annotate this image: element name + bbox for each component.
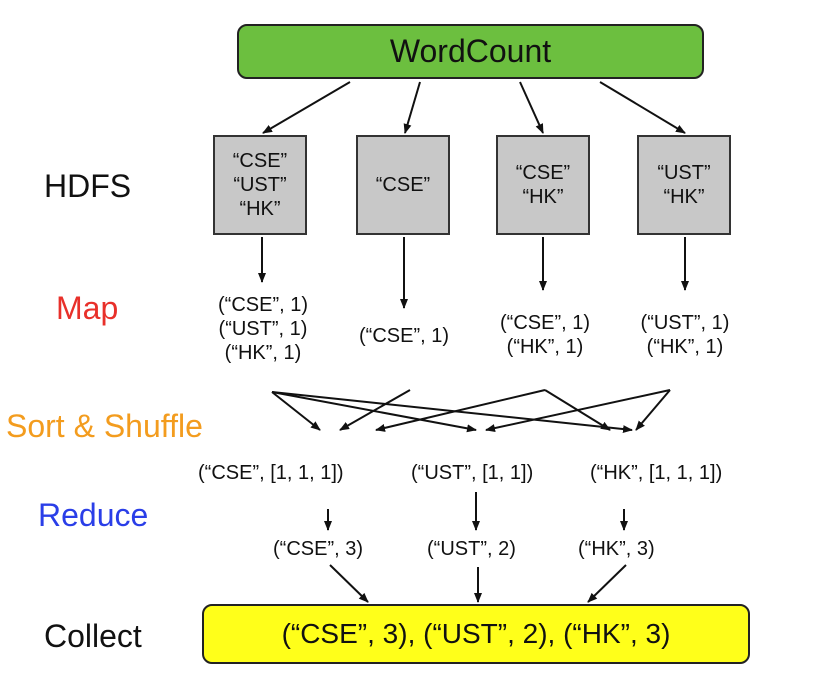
hdfs-block-1: “CSE” “UST” “HK”: [213, 135, 307, 235]
map-pair: (“HK”, 1): [646, 336, 724, 358]
hdfs-block-4: “UST” “HK”: [637, 135, 731, 235]
map-pair: (“CSE”, 1): [359, 325, 449, 347]
reduce-output-hk: (“HK”, 3): [578, 538, 655, 560]
reduce-output-cse: (“CSE”, 3): [273, 538, 363, 560]
wordcount-box: WordCount: [237, 24, 704, 79]
map-output-1: (“CSE”, 1) (“UST”, 1) (“HK”, 1): [204, 293, 322, 365]
collect-box: (“CSE”, 3), (“UST”, 2), (“HK”, 3): [202, 604, 750, 664]
hdfs-block-3: “CSE” “HK”: [496, 135, 590, 235]
arrow-wordcount-to-block-2: [403, 81, 421, 134]
arrow-reduce-to-collect-1: [329, 564, 369, 603]
map-output-3: (“CSE”, 1) (“HK”, 1): [486, 311, 604, 359]
stage-label-map: Map: [56, 290, 119, 326]
map-pair: (“UST”, 1): [218, 318, 308, 340]
hdfs-block-text: “HK”: [522, 186, 564, 208]
hdfs-block-2: “CSE”: [356, 135, 450, 235]
hdfs-block-text: “CSE”: [375, 174, 431, 196]
reduce-output-ust: (“UST”, 2): [427, 538, 516, 560]
stage-label-hdfs: HDFS: [44, 168, 132, 204]
hdfs-block-text: “UST”: [233, 174, 287, 196]
hdfs-block-text: “HK”: [663, 186, 705, 208]
map-pair: (“UST”, 1): [640, 312, 730, 334]
shuffle-output-hk: (“HK”, [1, 1, 1]): [590, 462, 723, 484]
shuffle-line: [339, 389, 411, 431]
hdfs-block-text: “CSE”: [232, 150, 288, 172]
hdfs-block-text: “HK”: [239, 198, 281, 220]
collect-result: (“CSE”, 3), (“UST”, 2), (“HK”, 3): [281, 618, 671, 649]
hdfs-block-text: “UST”: [657, 162, 711, 184]
shuffle-output-cse: (“CSE”, [1, 1, 1]): [198, 462, 344, 484]
shuffle-line: [375, 389, 546, 432]
shuffle-line: [635, 389, 671, 431]
shuffle-line: [485, 389, 671, 432]
stage-label-collect: Collect: [44, 618, 142, 654]
shuffle-output-ust: (“UST”, [1, 1]): [411, 462, 534, 484]
map-output-4: (“UST”, 1) (“HK”, 1): [626, 311, 744, 359]
map-pair: (“HK”, 1): [506, 336, 584, 358]
hdfs-block-text: “CSE”: [515, 162, 571, 184]
map-pair: (“HK”, 1): [224, 342, 302, 364]
arrow-reduce-to-collect-3: [587, 564, 627, 603]
stage-label-reduce: Reduce: [38, 497, 149, 533]
arrow-wordcount-to-block-1: [262, 81, 351, 134]
map-pair: (“CSE”, 1): [218, 294, 308, 316]
map-pair: (“CSE”, 1): [500, 312, 590, 334]
arrow-wordcount-to-block-3: [519, 81, 544, 134]
arrow-wordcount-to-block-4: [599, 81, 686, 134]
stage-label-sort-shuffle: Sort & Shuffle: [6, 408, 203, 444]
wordcount-title: WordCount: [389, 33, 552, 69]
map-output-2: (“CSE”, 1): [346, 324, 462, 348]
shuffle-line: [271, 391, 321, 431]
